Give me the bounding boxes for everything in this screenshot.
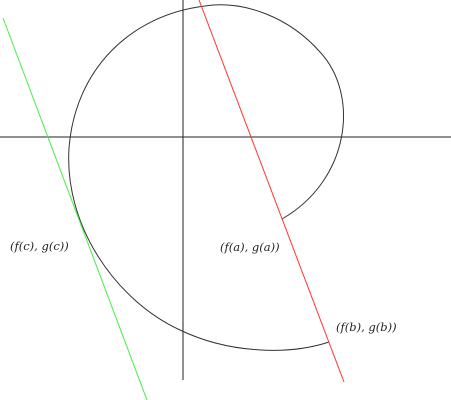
- label-point-b: (f(b), g(b)): [336, 320, 397, 334]
- parametric-curve: [68, 4, 344, 351]
- label-point-a: (f(a), g(a)): [220, 240, 280, 254]
- red-tangent-line: [198, 0, 345, 383]
- green-tangent-line: [2, 17, 148, 400]
- label-point-c: (f(c), g(c)): [10, 239, 69, 253]
